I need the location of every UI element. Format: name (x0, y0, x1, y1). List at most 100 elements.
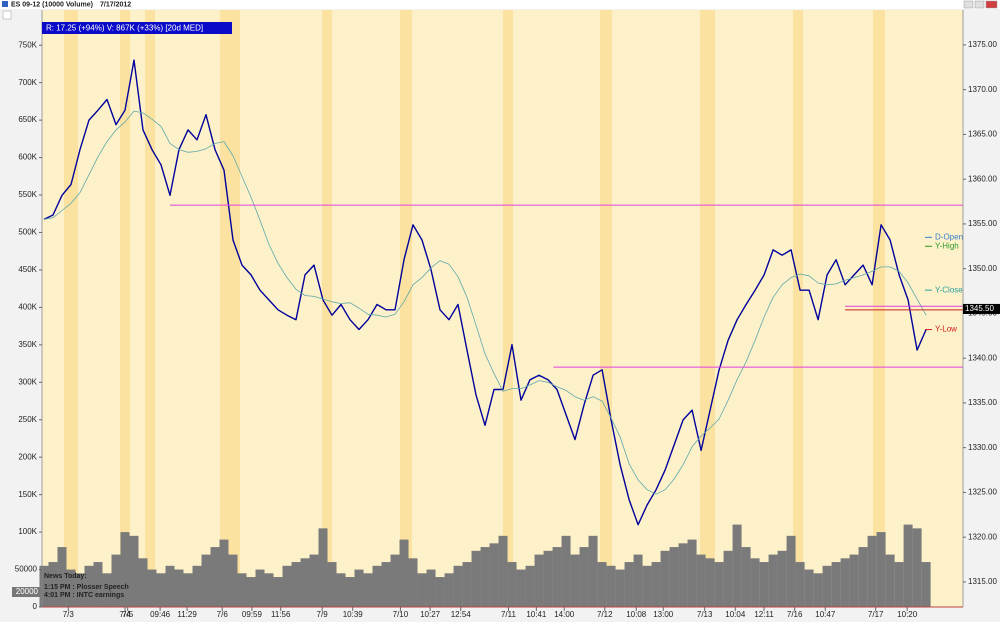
volume-bar (120, 532, 130, 607)
session-band (120, 10, 130, 607)
plot-background (42, 10, 963, 607)
volume-bar (732, 524, 742, 607)
y-tick-label: 1340.00 (968, 353, 997, 362)
volume-bar (39, 565, 49, 607)
session-band (600, 10, 612, 607)
volume-bar (228, 554, 238, 607)
level-label: Y-Close (935, 285, 963, 294)
volume-bar (813, 573, 823, 607)
toolbar-toggle[interactable] (2, 10, 12, 20)
volume-bar (426, 569, 436, 607)
volume-bar (858, 547, 868, 607)
volume-bar (606, 565, 616, 607)
y2-tick-label: 400K (18, 302, 37, 311)
y-tick-label: 1375.00 (968, 40, 997, 49)
y2-tick-label: 600K (18, 153, 37, 162)
volume-bar (111, 554, 121, 607)
x-tick-label: 7/16 (787, 610, 803, 619)
volume-bar (894, 562, 904, 607)
maximize-button[interactable] (974, 0, 985, 9)
copyright: ©2012 NinjaTrader, LLC (44, 599, 119, 607)
volume-bar (57, 547, 67, 607)
volume-bar (462, 562, 472, 607)
volume-bar (660, 550, 670, 607)
y-tick-label: 1335.00 (968, 398, 997, 407)
window-title: ES 09-12 (10000 Volume) (11, 1, 93, 8)
volume-bar (624, 562, 634, 607)
volume-bar (372, 565, 382, 607)
y2-tick-label: 450K (18, 265, 37, 274)
volume-bar (849, 554, 859, 607)
session-band (700, 10, 715, 607)
volume-bar (264, 573, 274, 607)
volume-bar (777, 550, 787, 607)
x-tick-label: 7/10 (393, 610, 409, 619)
x-tick-label: 14:00 (554, 610, 575, 619)
volume-bar (597, 562, 607, 607)
x-tick-label: 7/11 (501, 610, 517, 619)
x-tick-label: 10:08 (626, 610, 647, 619)
y-tick-label: 1355.00 (968, 219, 997, 228)
volume-bar (723, 550, 733, 607)
volume-bar (543, 550, 553, 607)
volume-bar (237, 573, 247, 607)
y-tick-label: 1370.00 (968, 85, 997, 94)
volume-bar (633, 554, 643, 607)
volume-bar (912, 528, 922, 607)
minimize-button[interactable] (963, 0, 974, 9)
x-tick-label: 10:39 (343, 610, 364, 619)
volume-bar (444, 573, 454, 607)
title-bar (0, 0, 1000, 9)
y2-tick-label: 500K (18, 228, 37, 237)
volume-bar (471, 550, 481, 607)
y-tick-label: 1315.00 (968, 577, 997, 586)
volume-bar (669, 547, 679, 607)
volume-bar (354, 569, 364, 607)
y2-tick-label: 300K (18, 377, 37, 386)
volume-bar (156, 573, 166, 607)
x-tick-label: 10:47 (815, 610, 836, 619)
volume-bar (507, 562, 517, 607)
volume-bar (219, 539, 229, 607)
y-tick-label: 1325.00 (968, 488, 997, 497)
volume-bar (759, 562, 769, 607)
volume-bar (408, 558, 418, 607)
volume-bar (390, 554, 400, 607)
volume-bar (525, 565, 535, 607)
y2-tick-label: 750K (18, 40, 37, 49)
volume-bar (831, 562, 841, 607)
x-tick-label: 7/9 (317, 610, 329, 619)
volume-bar (453, 565, 463, 607)
session-band (145, 10, 155, 607)
last-volume-label: 20000 (16, 587, 39, 596)
x-tick-label: 7/6 (217, 610, 229, 619)
volume-bar (795, 562, 805, 607)
y2-tick-label: 700K (18, 78, 37, 87)
volume-bar (696, 554, 706, 607)
y2-tick-label: 150K (18, 490, 37, 499)
volume-bar (75, 573, 85, 607)
volume-bar (210, 547, 220, 607)
x-tick-label: 7/5 (122, 610, 134, 619)
average-line (43, 110, 927, 495)
close-button[interactable] (985, 0, 998, 9)
session-band (793, 10, 803, 607)
y2-tick-label: 100K (18, 527, 37, 536)
y-tick-label: 1330.00 (968, 443, 997, 452)
x-tick-label: 7/17 (868, 610, 884, 619)
volume-bar (318, 528, 328, 607)
volume-bar (183, 573, 193, 607)
volume-bar (705, 558, 715, 607)
news-item: 1:15 PM : Plosser Speech (44, 584, 129, 591)
level-label: D-Open (935, 232, 963, 241)
y2-tick-label: 650K (18, 115, 37, 124)
session-band (322, 10, 332, 607)
info-box (42, 22, 232, 34)
volume-bar (480, 547, 490, 607)
level-label: Y-Low (935, 325, 957, 334)
volume-bar (300, 558, 310, 607)
y2-tick-label: 0 (33, 602, 38, 611)
volume-bar (129, 535, 139, 607)
volume-bar (489, 543, 499, 607)
